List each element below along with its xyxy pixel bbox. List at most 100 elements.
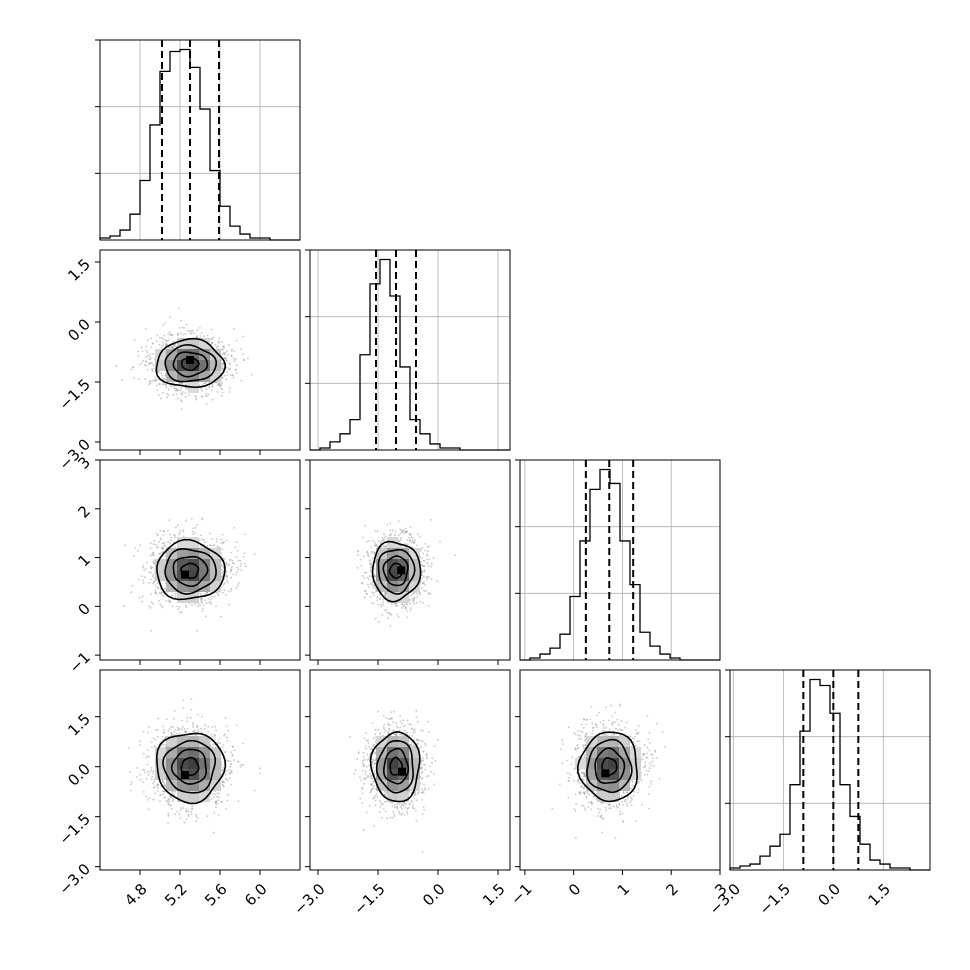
scatter-point	[423, 589, 425, 592]
scatter-point	[213, 734, 216, 736]
scatter-point	[157, 736, 159, 738]
scatter-point	[216, 540, 218, 543]
scatter-point	[381, 613, 384, 616]
scatter-point	[233, 350, 236, 352]
scatter-point	[406, 530, 408, 533]
scatter-point	[398, 546, 401, 548]
scatter-point	[200, 731, 203, 733]
scatter-point	[137, 550, 139, 552]
density-cell	[376, 548, 387, 559]
scatter-point	[204, 395, 207, 397]
density-cell	[177, 592, 188, 603]
scatter-point	[359, 558, 362, 561]
scatter-point	[235, 556, 238, 558]
scatter-point	[190, 329, 193, 332]
scatter-point	[200, 387, 203, 390]
scatter-point	[175, 387, 178, 390]
scatter-point	[388, 534, 391, 537]
scatter-point	[204, 724, 207, 727]
scatter-point	[240, 348, 242, 351]
scatter-point	[363, 577, 365, 580]
scatter-point	[409, 599, 411, 601]
scatter-point	[143, 364, 146, 367]
scatter-point	[229, 570, 232, 573]
density-cell	[177, 548, 188, 559]
scatter-point	[430, 578, 433, 580]
scatter-point	[216, 545, 219, 548]
scatter-point	[409, 534, 412, 537]
scatter-point	[421, 574, 423, 576]
scatter-point	[422, 565, 425, 568]
density-cell	[199, 349, 210, 360]
scatter-point	[220, 377, 223, 380]
scatter-point	[389, 529, 391, 532]
contour-line-2	[172, 555, 209, 588]
scatter-point	[154, 792, 157, 795]
scatter-point	[152, 551, 155, 554]
scatter-point	[201, 390, 204, 392]
scatter-point	[165, 340, 168, 343]
scatter-point	[372, 594, 375, 597]
scatter-point	[417, 533, 419, 536]
scatter-point	[371, 550, 373, 553]
scatter-point	[205, 615, 207, 618]
scatter-point	[376, 596, 379, 599]
density-cell	[155, 360, 166, 371]
scatter-point	[177, 307, 180, 310]
scatter-point	[212, 336, 214, 339]
scatter-point	[226, 350, 228, 353]
scatter-point	[148, 362, 150, 364]
scatter-point	[369, 559, 372, 561]
scatter-point	[370, 566, 372, 569]
contour-line-0	[371, 540, 422, 603]
scatter-point	[421, 557, 423, 560]
scatter-point	[165, 600, 168, 602]
scatter-point	[378, 540, 380, 542]
scatter-point	[150, 346, 152, 349]
scatter-point	[159, 529, 162, 532]
density-cell	[210, 581, 221, 592]
scatter-point	[215, 806, 217, 809]
scatter-point	[389, 625, 392, 628]
scatter-point	[190, 698, 193, 701]
scatter-point	[413, 598, 415, 600]
scatter-point	[384, 592, 387, 595]
scatter-point	[180, 332, 182, 335]
scatter-point	[426, 578, 429, 581]
scatter-point	[230, 576, 233, 579]
scatter-point	[199, 335, 202, 337]
scatter-point	[190, 811, 193, 813]
scatter-point	[385, 608, 388, 611]
peak-marker	[181, 570, 189, 579]
scatter-point	[211, 385, 214, 388]
scatter-point	[430, 519, 433, 521]
scatter-point	[411, 540, 414, 543]
scatter-point	[412, 600, 415, 602]
scatter-point	[406, 539, 408, 541]
scatter-point	[196, 630, 199, 632]
scatter-point	[195, 396, 198, 399]
scatter-point	[179, 532, 181, 534]
scatter-point	[369, 568, 372, 571]
scatter-point	[227, 368, 230, 371]
scatter-point	[409, 526, 412, 529]
scatter-point	[171, 594, 173, 597]
scatter-point	[428, 558, 431, 561]
scatter-point	[366, 576, 369, 579]
scatter-point	[224, 717, 227, 720]
density-cell	[188, 548, 199, 559]
scatter-point	[370, 562, 372, 565]
scatter-point	[142, 579, 145, 581]
scatter-point	[380, 539, 383, 542]
scatter-point	[158, 591, 161, 594]
scatter-point	[146, 351, 149, 354]
scatter-point	[148, 571, 151, 574]
scatter-point	[162, 391, 164, 394]
scatter-point	[436, 580, 438, 582]
scatter-point	[382, 599, 385, 601]
scatter-point	[225, 539, 228, 541]
scatter-point	[161, 341, 164, 343]
scatter-point	[235, 541, 238, 544]
scatter-point	[151, 342, 154, 345]
scatter-point	[202, 607, 204, 610]
